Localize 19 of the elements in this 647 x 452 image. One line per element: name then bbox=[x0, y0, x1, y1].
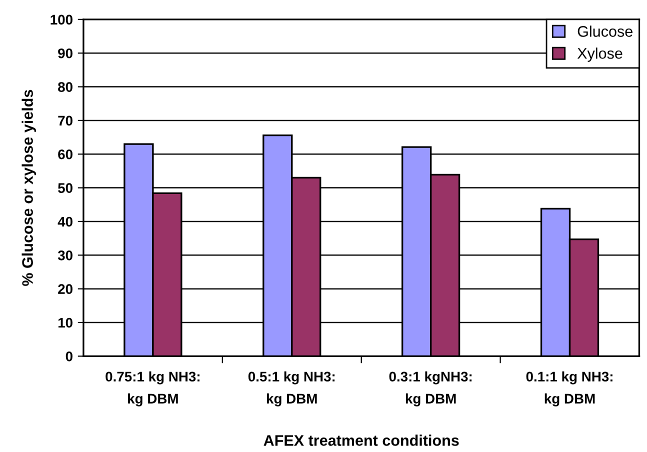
y-tick-label: 10 bbox=[58, 318, 72, 328]
y-tick-label: 20 bbox=[58, 284, 72, 294]
x-tick-label: 0.5:1 kg NH3: kg DBM bbox=[248, 371, 335, 406]
y-tick-label: 70 bbox=[58, 116, 72, 126]
y-tick-label: 90 bbox=[58, 48, 72, 58]
x-tick-label: 0.75:1 kg NH3: kg DBM bbox=[106, 371, 200, 406]
y-axis-title: % Glucose or xylose yields bbox=[22, 90, 36, 286]
y-tick-label: 80 bbox=[58, 82, 72, 92]
legend-label: Xylose bbox=[577, 48, 622, 62]
x-axis-title: AFEX treatment conditions bbox=[264, 434, 459, 446]
y-tick-label: 60 bbox=[58, 149, 72, 160]
y-tick-label: 50 bbox=[58, 183, 72, 193]
x-tick-label: 0.1:1 kg NH3: kg DBM bbox=[526, 371, 612, 406]
y-tick-label: 30 bbox=[58, 250, 72, 260]
y-tick-label: 0 bbox=[66, 352, 72, 362]
y-tick-label: 100 bbox=[50, 14, 72, 25]
y-tick-label: 40 bbox=[58, 216, 72, 227]
x-tick-label: 0.3:1 kgNH3: kg DBM bbox=[389, 371, 472, 406]
legend-label: Glucose bbox=[578, 26, 632, 37]
